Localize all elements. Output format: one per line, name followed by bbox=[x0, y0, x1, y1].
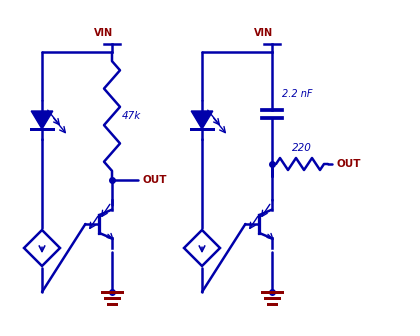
Text: VIN: VIN bbox=[255, 28, 273, 38]
Text: VIN: VIN bbox=[94, 28, 113, 38]
Text: 220: 220 bbox=[292, 143, 312, 153]
Text: OUT: OUT bbox=[142, 175, 166, 185]
Polygon shape bbox=[191, 111, 213, 129]
Polygon shape bbox=[31, 111, 53, 129]
Text: 2.2 nF: 2.2 nF bbox=[282, 89, 312, 99]
Text: 47k: 47k bbox=[122, 111, 141, 121]
Text: OUT: OUT bbox=[336, 159, 360, 169]
